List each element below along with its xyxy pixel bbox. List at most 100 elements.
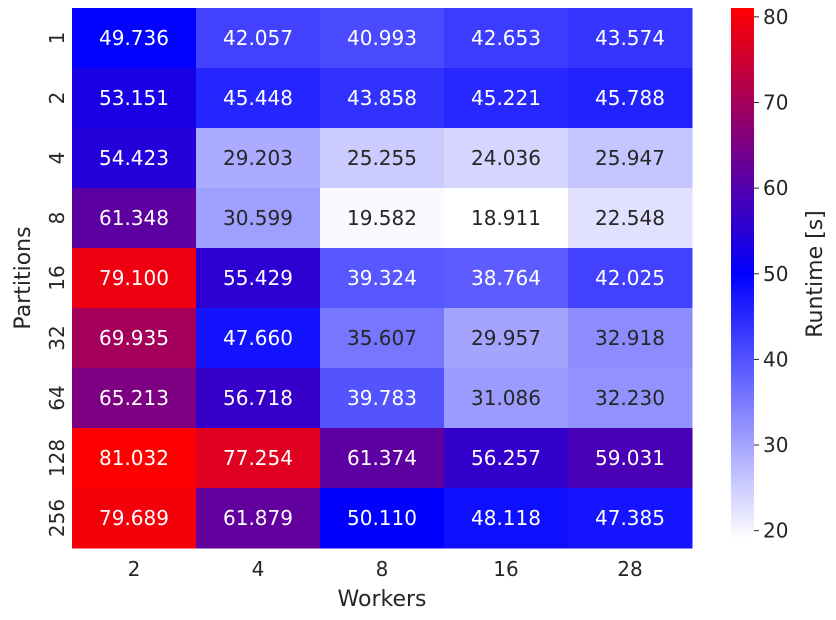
cell-value-label: 25.947 (595, 146, 665, 170)
cell-value-label: 35.607 (347, 326, 417, 350)
heatmap-cell (72, 8, 197, 69)
heatmap-cell (444, 428, 569, 489)
heatmap-cell (196, 488, 321, 549)
cell-value-label: 54.423 (99, 146, 169, 170)
heatmap-cell (320, 308, 445, 369)
heatmap-cell (568, 488, 693, 549)
heatmap-cell (196, 308, 321, 369)
cell-value-labels: 49.736 42.057 40.993 42.653 43.574 53.151 45.4… (99, 26, 665, 530)
colorbar-tick-label: 40 (763, 347, 788, 371)
heatmap-cell (568, 368, 693, 429)
cell-value-label: 48.118 (471, 506, 541, 530)
cell-value-label: 31.086 (471, 386, 541, 410)
cell-value-label: 45.788 (595, 86, 665, 110)
heatmap-cell (568, 188, 693, 249)
heatmap-cell (196, 188, 321, 249)
colorbar-tick-label: 80 (763, 5, 788, 29)
cell-value-label: 24.036 (471, 146, 541, 170)
colorbar-tick-label: 60 (763, 176, 788, 200)
cell-value-label: 39.783 (347, 386, 417, 410)
cell-value-label: 65.213 (99, 386, 169, 410)
cell-value-label: 45.221 (471, 86, 541, 110)
heatmap-cell (568, 68, 693, 129)
cell-value-label: 79.100 (99, 266, 169, 290)
x-axis-label: Workers (338, 587, 427, 612)
x-tick-label: 16 (493, 557, 518, 581)
cell-value-label: 29.203 (223, 146, 293, 170)
heatmap-cell (320, 188, 445, 249)
cell-value-label: 56.257 (471, 446, 541, 470)
colorbar-ticks: 20 30 40 50 60 70 80 (754, 5, 788, 543)
y-tick-label: 128 (45, 439, 69, 477)
heatmap-cell (568, 428, 693, 489)
x-tick-labels: 2 4 8 16 28 (128, 557, 643, 581)
x-tick-label: 28 (617, 557, 642, 581)
y-tick-label: 256 (45, 499, 69, 537)
cell-value-label: 32.230 (595, 386, 665, 410)
heatmap-cell (72, 248, 197, 309)
cell-value-label: 22.548 (595, 206, 665, 230)
heatmap-cell (72, 188, 197, 249)
cell-value-label: 42.653 (471, 26, 541, 50)
heatmap-cell (444, 128, 569, 189)
heatmap-cell (320, 128, 445, 189)
heatmap-cell (196, 428, 321, 489)
y-tick-label: 1 (45, 32, 69, 45)
cell-value-label: 59.031 (595, 446, 665, 470)
cell-value-label: 40.993 (347, 26, 417, 50)
heatmap-cell (320, 68, 445, 129)
cell-value-label: 39.324 (347, 266, 417, 290)
cell-value-label: 56.718 (223, 386, 293, 410)
cell-value-label: 53.151 (99, 86, 169, 110)
heatmap-cell (72, 68, 197, 129)
cell-value-label: 50.110 (347, 506, 417, 530)
cell-value-label: 81.032 (99, 446, 169, 470)
cell-value-label: 47.660 (223, 326, 293, 350)
cell-value-label: 30.599 (223, 206, 293, 230)
heatmap-cell (444, 308, 569, 369)
cell-value-label: 42.057 (223, 26, 293, 50)
colorbar-tick-label: 70 (763, 90, 788, 114)
colorbar: 20 30 40 50 60 70 80 Runtime [s] (731, 5, 828, 543)
heatmap-cell (196, 8, 321, 69)
heatmap-cell (444, 68, 569, 129)
y-tick-label: 8 (45, 212, 69, 225)
cell-value-label: 79.689 (99, 506, 169, 530)
colorbar-gradient (731, 8, 754, 540)
x-tick-label: 4 (252, 557, 265, 581)
colorbar-tick-label: 50 (763, 262, 788, 286)
cell-value-label: 61.374 (347, 446, 417, 470)
cell-value-label: 19.582 (347, 206, 417, 230)
cell-value-label: 49.736 (99, 26, 169, 50)
y-tick-label: 2 (45, 92, 69, 105)
cell-value-label: 43.858 (347, 86, 417, 110)
heatmap-cells (72, 8, 693, 549)
cell-value-label: 42.025 (595, 266, 665, 290)
heatmap-cell (196, 68, 321, 129)
y-tick-label: 16 (45, 265, 69, 290)
heatmap-cell (320, 368, 445, 429)
heatmap-cell (444, 368, 569, 429)
colorbar-tick-label: 20 (763, 519, 788, 543)
heatmap-cell (568, 308, 693, 369)
heatmap-cell (72, 488, 197, 549)
heatmap-cell (196, 368, 321, 429)
heatmap-cell (444, 488, 569, 549)
colorbar-tick-label: 30 (763, 433, 788, 457)
cell-value-label: 32.918 (595, 326, 665, 350)
heatmap-cell (568, 128, 693, 189)
cell-value-label: 47.385 (595, 506, 665, 530)
heatmap-cell (72, 308, 197, 369)
y-tick-label: 32 (45, 325, 69, 350)
y-tick-label: 64 (45, 385, 69, 410)
heatmap-cell (72, 128, 197, 189)
heatmap-cell (72, 368, 197, 429)
heatmap-cell (320, 8, 445, 69)
heatmap-cell (196, 128, 321, 189)
cell-value-label: 61.348 (99, 206, 169, 230)
y-tick-label: 4 (45, 152, 69, 165)
cell-value-label: 25.255 (347, 146, 417, 170)
heatmap-cell (444, 8, 569, 69)
cell-value-label: 77.254 (223, 446, 293, 470)
